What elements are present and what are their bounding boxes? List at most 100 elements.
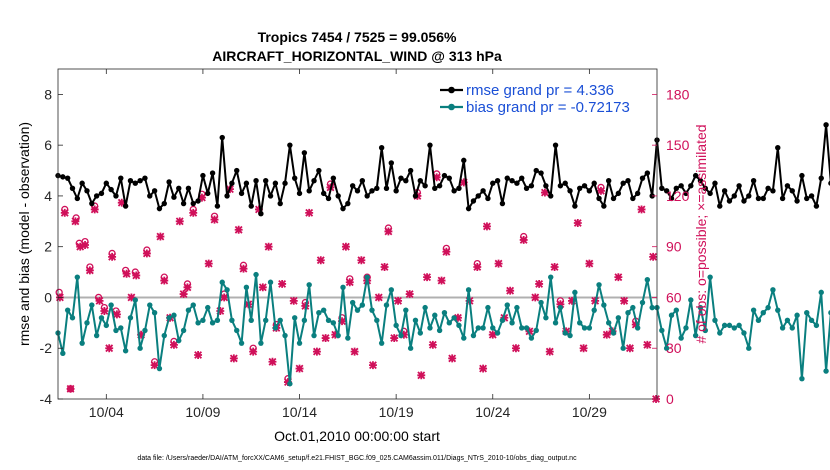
obs-assimilated-point [579,344,588,353]
obs-assimilated-glyph [183,283,192,292]
rmse-point [277,200,283,207]
bias-point [369,307,375,313]
obs-assimilated-glyph [394,296,403,305]
obs-assimilated-point [312,347,321,356]
rmse-point [581,183,588,189]
bias-point [663,345,670,351]
bias-point [523,325,530,331]
obs-assimilated-point [71,217,80,226]
rmse-point [499,200,506,207]
rmse-point [808,193,815,199]
bias-point [577,320,583,326]
obs-assimilated-point [535,279,544,288]
bias-point [142,327,148,334]
bias-point [572,289,578,296]
bias-point [306,282,312,288]
bias-point [248,317,254,324]
rmse-point [480,188,486,194]
rmse-point [272,180,279,186]
y-tick-left-label: 4 [44,188,52,204]
bias-point [557,304,564,311]
rmse-point [378,144,385,151]
obs-assimilated-glyph [423,273,432,282]
obs-assimilated-glyph [169,340,178,349]
rmse-point [292,175,298,181]
rmse-point [98,190,105,197]
bias-point [480,325,486,331]
rmse-point [330,175,337,181]
obs-assimilated-point [483,222,491,231]
rmse-point [485,195,491,202]
bias-point [741,330,747,336]
x-axis: 10/04 10/09 10/14 10/19 10/24 10/29 [89,69,607,420]
obs-assimilated-glyph [239,264,248,273]
bias-point [205,304,211,311]
rmse-point [176,185,182,192]
bias-point [364,274,370,280]
obs-assimilated-glyph [60,208,69,217]
rmse-point [441,172,448,179]
rmse-point [383,185,390,192]
bias-point [779,325,786,331]
bias-point [441,309,448,316]
bias-point [60,350,66,357]
obs-assimilated-glyph [448,354,457,363]
bias-point [490,325,496,331]
rmse-point [229,180,235,186]
rmse-point [746,193,752,199]
obs-assimilated-glyph [405,290,414,299]
obs-assimilated-glyph [473,263,482,271]
bias-point [789,325,795,331]
y-axis-right-label: # of obs: o=possible; ×=assimilated [693,124,709,343]
bias-point [494,330,501,336]
bias-point [702,327,709,334]
obs-assimilated-point [100,307,109,315]
rmse-point [127,177,134,184]
rmse-point [364,193,370,199]
rmse-point [688,183,694,189]
rmse-point [296,190,303,197]
obs-assimilated-glyph [81,241,90,249]
bias-point [784,317,791,324]
rmse-point [93,193,100,199]
rmse-point [224,193,230,199]
obs-assimilated-glyph [417,371,426,380]
obs-assimilated-point [390,334,399,343]
rmse-point [673,185,680,192]
bias-point [678,335,684,341]
obs-assimilated-point [108,252,117,261]
bias-point [562,330,568,336]
rmse-point [137,177,143,184]
obs-assimilated-point [643,340,652,349]
bias-point [151,309,158,316]
y-tick-left-label: 8 [44,86,52,102]
bias-point [64,307,71,313]
bias-point [349,299,356,306]
rmse-point [316,167,322,174]
obs-assimilated-glyph [142,249,151,258]
bias-point [586,325,593,331]
x-tick-label: 10/09 [185,404,220,420]
rmse-point [79,180,85,186]
bias-point [132,297,138,303]
bias-point [721,322,728,329]
rmse-point [166,179,172,185]
obs-assimilated-glyph [519,235,528,244]
obs-assimilated-point [442,247,451,256]
obs-assimilated-point [81,241,90,249]
rmse-point [446,175,452,181]
bias-point [668,312,675,318]
bias-point [451,315,457,321]
bias-point [422,304,428,311]
rmse-point [659,185,665,192]
bias-point [180,327,187,334]
obs-assimilated-glyph [301,301,310,310]
obs-assimilated-glyph [210,215,219,224]
obs-assimilated-point [649,252,658,261]
obs-assimilated-point [448,354,457,363]
bias-point [224,287,230,293]
obs-assimilated-point [268,357,277,366]
bias-point [195,320,201,326]
bias-point [209,320,216,326]
bias-point [147,302,153,308]
